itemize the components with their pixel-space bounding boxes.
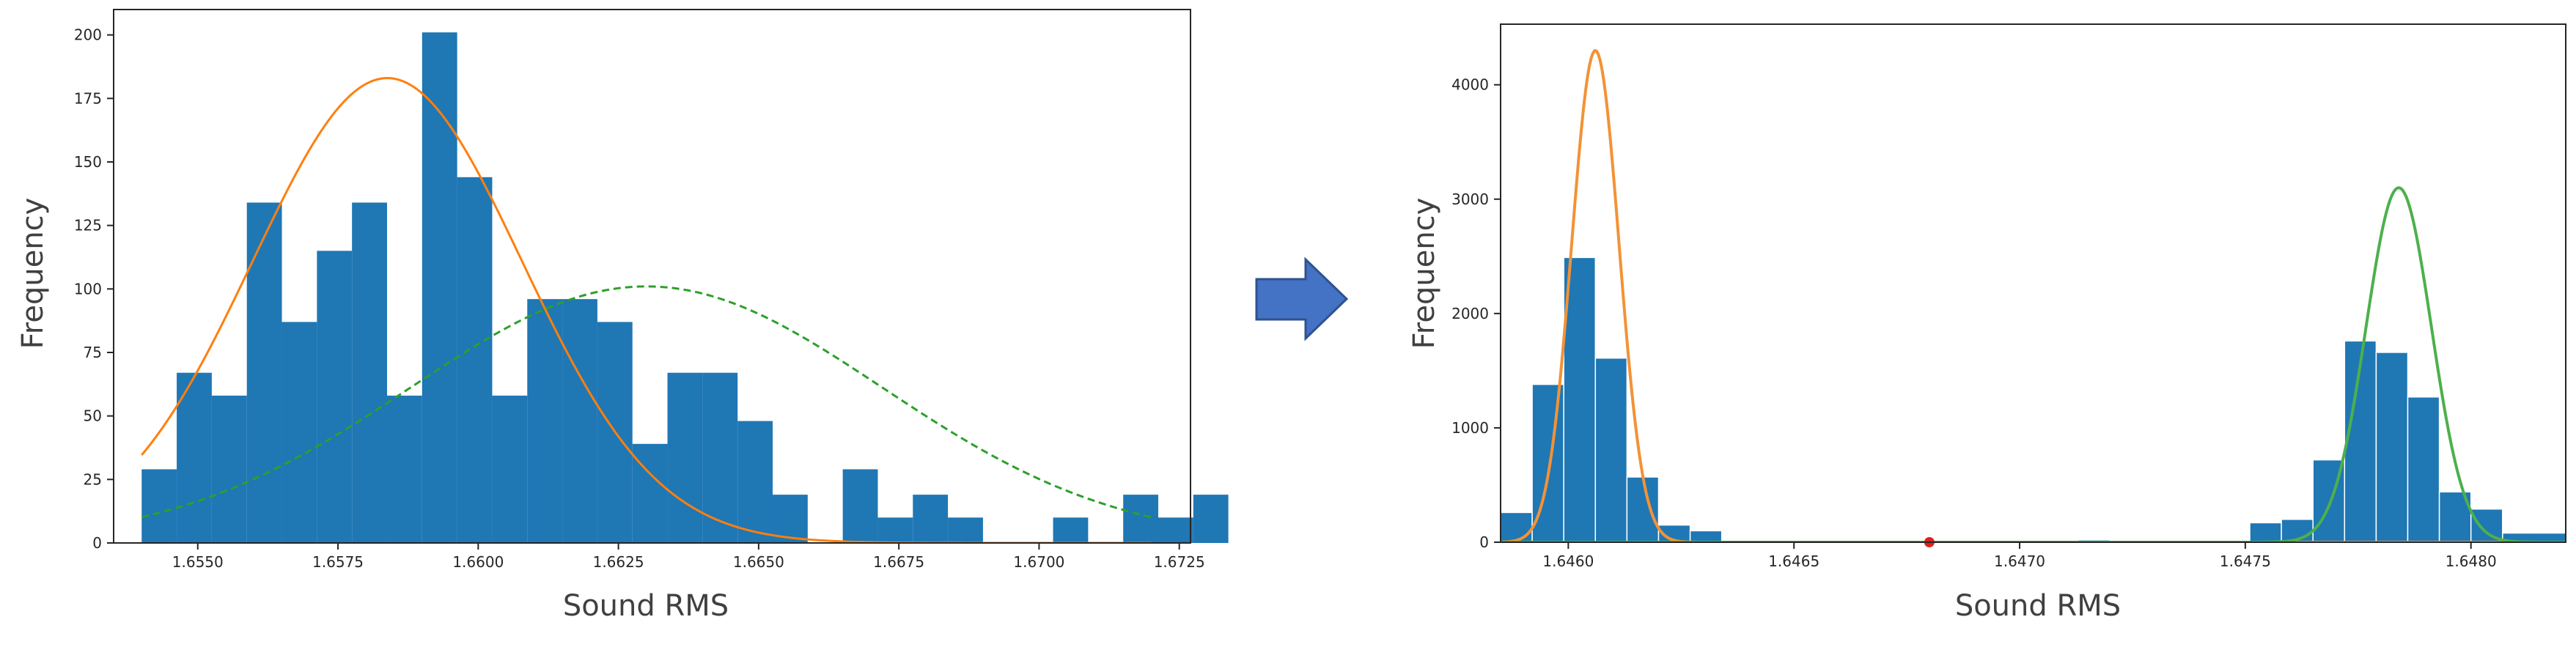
y-tick-label: 75 — [84, 344, 102, 361]
x-tick-label: 1.6470 — [1994, 552, 2045, 570]
histogram-bar — [1123, 495, 1159, 543]
plot-frame-right — [1500, 23, 2566, 543]
histogram-bar — [527, 299, 563, 543]
bars-right — [1500, 256, 2566, 543]
x-axis-label-left: Sound RMS — [563, 589, 729, 623]
histogram-bar — [422, 32, 457, 543]
histogram-chart-left: 1.6550 1.6575 1.6600 1.6625 1.6650 1.6675 1.67… — [16, 9, 1229, 623]
histogram-bar — [2375, 352, 2409, 543]
x-tick-label: 1.6625 — [593, 553, 644, 571]
y-tick-label: 4000 — [1451, 76, 1489, 94]
y-tick-label: 0 — [1479, 533, 1489, 551]
histogram-chart-right: 1.6460 1.6465 1.6470 1.6475 1.6480 0 1000 2000… — [1407, 23, 2566, 623]
x-tick-label: 1.6465 — [1768, 552, 1819, 570]
histogram-bar — [877, 517, 913, 543]
histogram-bar — [562, 299, 597, 543]
histogram-bar — [352, 202, 387, 543]
histogram-bar — [667, 372, 703, 543]
histogram-bar — [246, 202, 282, 543]
histogram-bar — [177, 372, 212, 543]
histogram-bar — [1594, 357, 1628, 543]
histogram-bar — [317, 251, 353, 543]
x-tick-label: 1.6575 — [312, 553, 364, 571]
y-tick-label: 25 — [84, 470, 102, 488]
x-tick-label: 1.6725 — [1154, 553, 1205, 571]
y-tick-label: 100 — [74, 280, 102, 297]
y-tick-label: 150 — [74, 153, 102, 171]
x-tick-label: 1.6700 — [1013, 553, 1064, 571]
y-ticks-left: 0 25 50 75 100 125 150 175 200 — [74, 26, 114, 552]
fitted-curve — [1501, 186, 2566, 542]
histogram-bar — [913, 495, 949, 543]
x-tick-label: 1.6600 — [452, 553, 504, 571]
x-tick-label: 1.6550 — [172, 553, 224, 571]
histogram-bar — [211, 395, 247, 543]
histogram-bar — [737, 421, 773, 543]
histogram-bar — [1053, 517, 1089, 543]
histogram-bar — [1626, 476, 1660, 543]
histogram-bar — [2249, 522, 2282, 543]
y-axis-label-left: Frequency — [16, 198, 50, 350]
x-tick-label: 1.6460 — [1542, 552, 1594, 570]
histogram-bar — [702, 372, 738, 543]
histogram-bar — [457, 177, 493, 544]
y-tick-label: 3000 — [1451, 191, 1489, 208]
histogram-bar — [1563, 256, 1597, 543]
histogram-bar — [141, 469, 177, 543]
histogram-bar — [492, 395, 528, 543]
histogram-bar — [281, 322, 317, 543]
y-ticks-right: 0 1000 2000 3000 4000 — [1451, 76, 1501, 551]
histogram-bar — [386, 395, 422, 543]
histogram-bar — [1689, 530, 1723, 543]
x-tick-label: 1.6650 — [733, 553, 784, 571]
histogram-bar — [2312, 459, 2346, 543]
histogram-bar — [1158, 517, 1193, 543]
y-axis-label-right: Frequency — [1407, 198, 1441, 350]
histogram-bar — [2344, 340, 2377, 543]
x-tick-label: 1.6475 — [2220, 552, 2271, 570]
x-ticks-right: 1.6460 1.6465 1.6470 1.6475 1.6480 — [1542, 542, 2497, 570]
y-tick-label: 200 — [74, 26, 102, 44]
x-ticks-left: 1.6550 1.6575 1.6600 1.6625 1.6650 1.6675 1.67… — [172, 543, 1205, 571]
y-tick-label: 2000 — [1451, 305, 1489, 322]
histogram-bar — [948, 517, 983, 543]
fitted-curve — [141, 285, 1152, 519]
y-tick-label: 175 — [74, 89, 102, 107]
histogram-bar — [1193, 495, 1229, 543]
bars-left — [141, 32, 1229, 544]
y-tick-label: 50 — [84, 407, 102, 425]
histogram-bar — [2407, 396, 2440, 543]
x-tick-label: 1.6480 — [2446, 552, 2497, 570]
histogram-bar — [632, 443, 668, 543]
plot-frame-left — [113, 9, 1191, 544]
histogram-bar — [842, 469, 878, 543]
y-tick-label: 125 — [74, 217, 102, 234]
y-tick-label: 1000 — [1451, 419, 1489, 437]
y-tick-label: 0 — [92, 534, 102, 552]
histogram-bar — [1500, 511, 1533, 543]
x-tick-label: 1.6675 — [873, 553, 924, 571]
x-axis-label-right: Sound RMS — [1955, 589, 2121, 623]
histogram-bar — [772, 495, 808, 543]
transition-arrow-icon — [1255, 256, 1349, 341]
